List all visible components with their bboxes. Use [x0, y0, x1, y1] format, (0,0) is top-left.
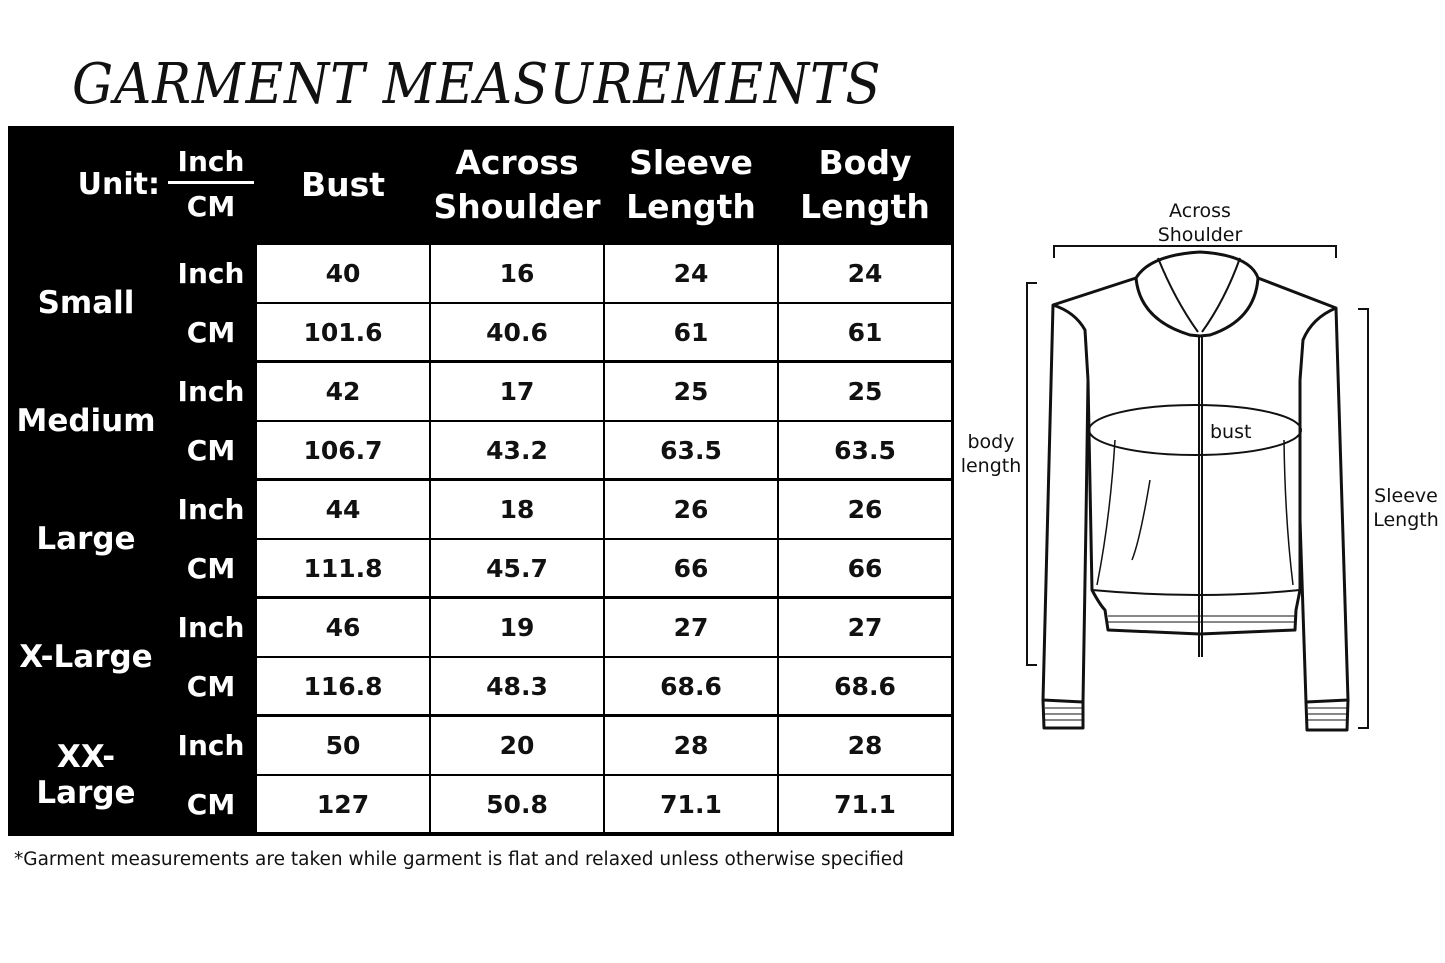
unit-inch: Inch: [177, 493, 245, 526]
value-inch: 46: [257, 599, 429, 656]
value-cm: 116.8: [257, 658, 429, 714]
value-cm: 61: [605, 304, 777, 360]
value-cm: 101.6: [257, 304, 429, 360]
size-label: XX-Large: [36, 739, 136, 811]
value-inch: 16: [431, 245, 603, 302]
unit-cm-label: CM: [186, 190, 236, 223]
value-inch: 19: [431, 599, 603, 656]
column-header: Body Length: [800, 142, 930, 226]
value-inch: 42: [257, 363, 429, 420]
value-cm: 40.6: [431, 304, 603, 360]
footnote: *Garment measurements are taken while ga…: [14, 849, 904, 870]
rib-lines: [1045, 615, 1347, 721]
value-cm: 50.8: [431, 776, 603, 832]
bust-ellipse: [1088, 404, 1302, 456]
value-cm: 48.3: [431, 658, 603, 714]
unit-cm: CM: [186, 787, 236, 821]
value-inch: 25: [605, 363, 777, 420]
value-inch: 44: [257, 481, 429, 538]
unit-cm: CM: [186, 433, 236, 467]
value-cm: 111.8: [257, 540, 429, 596]
unit-cm: CM: [186, 551, 236, 585]
value-inch: 17: [431, 363, 603, 420]
zipper: [1198, 336, 1203, 657]
value-inch: 18: [431, 481, 603, 538]
value-cm: 66: [605, 540, 777, 596]
value-inch: 28: [605, 717, 777, 774]
value-inch: 24: [779, 245, 951, 302]
body-length-bracket: [1026, 282, 1037, 666]
value-inch: 27: [779, 599, 951, 656]
unit-inch: Inch: [177, 375, 245, 408]
value-inch: 40: [257, 245, 429, 302]
value-cm: 63.5: [779, 422, 951, 478]
value-inch: 24: [605, 245, 777, 302]
value-cm: 43.2: [431, 422, 603, 478]
value-cm: 66: [779, 540, 951, 596]
value-cm: 61: [779, 304, 951, 360]
unit-cm: CM: [186, 669, 236, 703]
page-title: GARMENT MEASUREMENTS: [72, 52, 882, 117]
size-label: Small: [37, 285, 135, 321]
unit-inch: Inch: [177, 257, 245, 290]
column-header: Across Shoulder: [433, 142, 601, 226]
column-header: Sleeve Length: [626, 142, 756, 226]
across-shoulder-bracket: [1053, 245, 1337, 258]
value-cm: 63.5: [605, 422, 777, 478]
value-cm: 68.6: [779, 658, 951, 714]
value-cm: 71.1: [605, 776, 777, 832]
value-cm: 71.1: [779, 776, 951, 832]
unit-inch-label: Inch: [168, 142, 254, 184]
value-inch: 26: [605, 481, 777, 538]
column-header: Bust: [300, 164, 386, 204]
value-inch: 20: [431, 717, 603, 774]
sleeve-length-label: Sleeve Length: [1373, 485, 1439, 531]
size-label: Large: [36, 521, 136, 557]
value-cm: 106.7: [257, 422, 429, 478]
value-inch: 50: [257, 717, 429, 774]
unit-label: Unit:: [77, 166, 160, 202]
unit-cm: CM: [186, 315, 236, 349]
size-label: X-Large: [19, 639, 153, 675]
value-cm: 127: [257, 776, 429, 832]
value-cm: 45.7: [431, 540, 603, 596]
unit-inch: Inch: [177, 611, 245, 644]
size-label: Medium: [16, 403, 156, 439]
value-inch: 26: [779, 481, 951, 538]
across-shoulder-label: Across Shoulder: [1157, 200, 1243, 246]
sleeve-length-bracket: [1358, 308, 1369, 729]
size-chart-table: Unit: Inch CM Bust Across Shoulder Sleeve …: [8, 126, 954, 836]
pocket-lines: [1096, 439, 1294, 586]
value-inch: 28: [779, 717, 951, 774]
body-length-label: body length: [960, 431, 1022, 477]
value-cm: 68.6: [605, 658, 777, 714]
bust-label: bust: [1210, 421, 1252, 443]
value-inch: 25: [779, 363, 951, 420]
unit-inch: Inch: [177, 729, 245, 762]
jacket-outline: [1041, 250, 1350, 732]
value-inch: 27: [605, 599, 777, 656]
